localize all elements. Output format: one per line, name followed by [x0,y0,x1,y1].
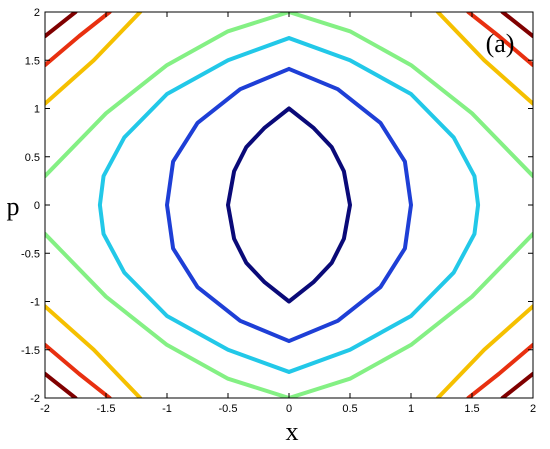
contour-line [45,12,533,398]
y-tick-label: 1 [34,104,40,116]
y-tick-label: -1.5 [21,345,40,357]
y-tick-label: -1 [30,297,40,309]
contour-line [45,12,533,398]
y-axis-label: p [7,192,20,221]
plot-area [45,12,533,398]
x-tick-label: -1 [162,403,172,415]
y-tick-label: 2 [34,7,40,19]
x-tick-label: -0.5 [219,403,238,415]
x-tick-label: -2 [40,403,50,415]
x-tick-label: -1.5 [97,403,116,415]
x-tick-label: 1 [408,403,414,415]
x-tick-label: 2 [530,403,536,415]
y-tick-label: 1.5 [25,55,40,67]
contour-line [45,12,533,398]
x-tick-label: 0.5 [342,403,357,415]
y-tick-label: 0.5 [25,152,40,164]
x-axis-label: x [286,417,299,446]
y-tick-label: 0 [34,200,40,212]
y-tick-label: -0.5 [21,248,40,260]
contour-line [45,12,533,398]
chart-title: (a) [486,29,515,58]
contour-line [226,106,352,304]
x-tick-label: 1.5 [464,403,479,415]
contour-line [165,66,413,344]
y-tick-label: -2 [30,393,40,405]
contour-line [97,36,481,374]
x-tick-label: 0 [286,403,292,415]
